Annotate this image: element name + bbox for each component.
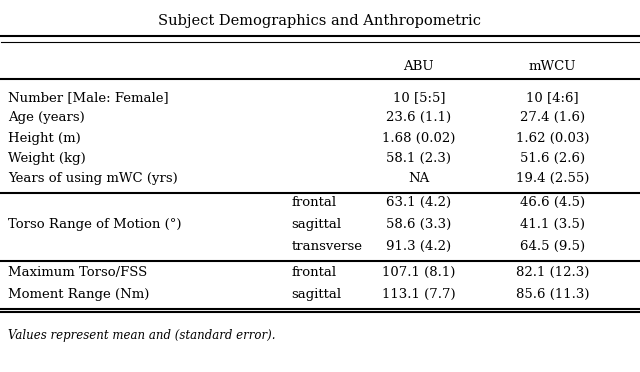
Text: Values represent mean and (standard error).: Values represent mean and (standard erro… — [8, 329, 275, 342]
Text: 10 [4:6]: 10 [4:6] — [526, 91, 579, 104]
Text: 46.6 (4.5): 46.6 (4.5) — [520, 196, 585, 209]
Text: sagittal: sagittal — [291, 218, 342, 231]
Text: 41.1 (3.5): 41.1 (3.5) — [520, 218, 585, 231]
Text: transverse: transverse — [291, 240, 362, 253]
Text: 85.6 (11.3): 85.6 (11.3) — [516, 288, 589, 301]
Text: 10 [5:5]: 10 [5:5] — [392, 91, 445, 104]
Text: 64.5 (9.5): 64.5 (9.5) — [520, 240, 585, 253]
Text: 51.6 (2.6): 51.6 (2.6) — [520, 152, 585, 165]
Text: 82.1 (12.3): 82.1 (12.3) — [516, 266, 589, 279]
Text: 58.6 (3.3): 58.6 (3.3) — [386, 218, 451, 231]
Text: 27.4 (1.6): 27.4 (1.6) — [520, 111, 585, 124]
Text: Subject Demographics and Anthropometric: Subject Demographics and Anthropometric — [159, 14, 481, 28]
Text: 19.4 (2.55): 19.4 (2.55) — [516, 172, 589, 185]
Text: frontal: frontal — [291, 196, 337, 209]
Text: ABU: ABU — [403, 61, 434, 73]
Text: 113.1 (7.7): 113.1 (7.7) — [382, 288, 456, 301]
Text: 63.1 (4.2): 63.1 (4.2) — [386, 196, 451, 209]
Text: 1.62 (0.03): 1.62 (0.03) — [516, 131, 589, 144]
Text: Maximum Torso/FSS: Maximum Torso/FSS — [8, 266, 147, 279]
Text: Weight (kg): Weight (kg) — [8, 152, 86, 165]
Text: Age (years): Age (years) — [8, 111, 84, 124]
Text: Moment Range (Nm): Moment Range (Nm) — [8, 288, 149, 301]
Text: 23.6 (1.1): 23.6 (1.1) — [386, 111, 451, 124]
Text: Years of using mWC (yrs): Years of using mWC (yrs) — [8, 172, 177, 185]
Text: 58.1 (2.3): 58.1 (2.3) — [387, 152, 451, 165]
Text: 107.1 (8.1): 107.1 (8.1) — [382, 266, 456, 279]
Text: sagittal: sagittal — [291, 288, 342, 301]
Text: frontal: frontal — [291, 266, 337, 279]
Text: 91.3 (4.2): 91.3 (4.2) — [386, 240, 451, 253]
Text: Number [Male: Female]: Number [Male: Female] — [8, 91, 168, 104]
Text: mWCU: mWCU — [529, 61, 577, 73]
Text: NA: NA — [408, 172, 429, 185]
Text: Torso Range of Motion (°): Torso Range of Motion (°) — [8, 218, 181, 231]
Text: Height (m): Height (m) — [8, 131, 81, 144]
Text: 1.68 (0.02): 1.68 (0.02) — [382, 131, 456, 144]
